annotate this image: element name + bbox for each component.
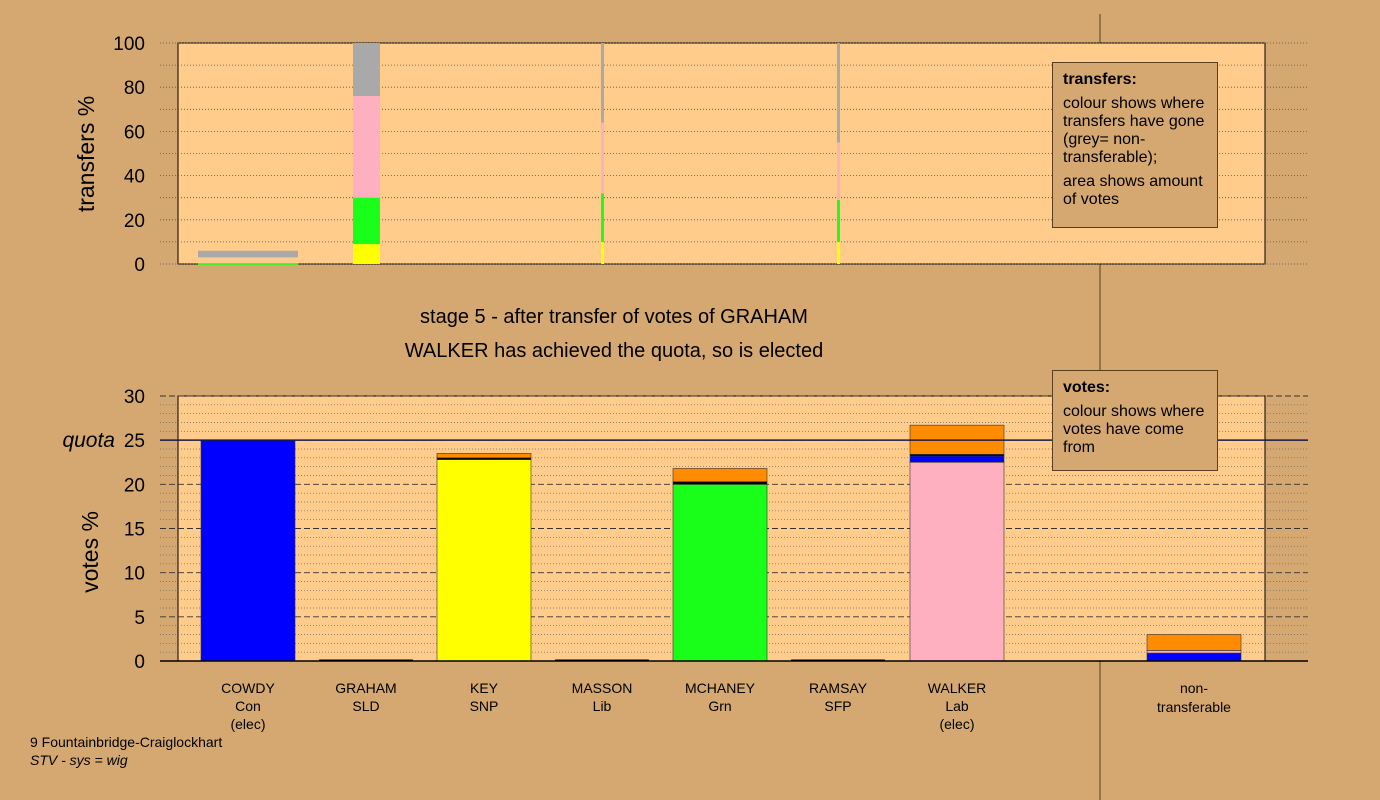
transfer-segment-ramsay-lab <box>837 142 840 200</box>
transfers-y-tick-label: 60 <box>124 122 145 143</box>
candidate-party-label: SNP <box>470 698 499 714</box>
candidate-party-label: SLD <box>352 698 379 714</box>
votes-y-tick-label: 5 <box>134 608 145 629</box>
transfer-segment-masson-nontransferable <box>601 43 604 123</box>
nontransferable-segment-sld <box>1146 634 1242 651</box>
transfers-y-tick-label: 0 <box>134 255 145 276</box>
vote-segment-cowdy-con <box>200 439 296 662</box>
votes-legend-text: colour shows where votes have come from <box>1063 403 1205 456</box>
transfers-y-tick-label: 40 <box>124 167 145 188</box>
votes-y-tick-label: 0 <box>134 652 145 673</box>
transfer-segment-graham-lab <box>353 96 380 198</box>
transfer-segment-cowdy-nontransferable <box>198 250 298 258</box>
transfers-y-tick-label: 80 <box>124 78 145 99</box>
transfer-segment-ramsay-snp <box>837 241 840 264</box>
candidate-party-label: Lib <box>593 698 612 714</box>
candidate-party-label: Grn <box>708 698 731 714</box>
transfer-segment-graham-nontransferable <box>353 43 380 97</box>
transfers-y-tick-label: 20 <box>124 211 145 232</box>
vote-segment-mchaney-sld <box>672 468 768 482</box>
vote-segment-mchaney-sfp <box>672 481 768 485</box>
candidate-name-label: COWDY <box>221 680 275 696</box>
candidate-party-label: SFP <box>824 698 851 714</box>
candidate-name-label: KEY <box>470 680 499 696</box>
vote-segment-walker-con <box>909 455 1005 463</box>
candidate-name-label: WALKER <box>928 680 987 696</box>
transfer-segment-masson-snp <box>601 241 604 264</box>
stage-title: stage 5 - after transfer of votes of GRA… <box>420 306 808 328</box>
candidate-name-label: MASSON <box>572 680 633 696</box>
vote-segment-key-snp <box>436 459 532 662</box>
votes-legend: votes: colour shows where votes have com… <box>1052 370 1218 471</box>
votes-y-tick-label: 25 <box>124 431 145 452</box>
transfers-y-axis-label: transfers % <box>73 96 99 212</box>
candidate-name-label: RAMSAY <box>809 680 868 696</box>
transfers-legend: transfers: colour shows where transfers … <box>1052 62 1218 228</box>
nontransferable-segment-con <box>1146 652 1242 662</box>
vote-segment-walker-lab <box>909 461 1005 662</box>
transfers-legend-text-1: colour shows where transfers have gone (… <box>1063 95 1205 166</box>
nontransferable-label: transferable <box>1157 699 1231 715</box>
votes-y-axis-label: votes % <box>77 511 103 593</box>
transfer-segment-graham-grn <box>353 197 380 245</box>
votes-y-tick-label: 20 <box>124 475 145 496</box>
transfer-segment-ramsay-nontransferable <box>837 43 840 143</box>
candidate-name-label: GRAHAM <box>335 680 396 696</box>
candidate-name-label: MCHANEY <box>685 680 756 696</box>
transfers-legend-title: transfers: <box>1063 71 1137 88</box>
transfers-legend-text-2: area shows amount of votes <box>1063 173 1203 208</box>
candidate-party-label: Lab <box>945 698 969 714</box>
candidate-party-label: Con <box>235 698 261 714</box>
nontransferable-segment-lab <box>1146 650 1242 654</box>
votes-y-tick-label: 10 <box>124 564 145 585</box>
vote-segment-key-sld <box>436 453 532 459</box>
votes-legend-title: votes: <box>1063 379 1111 396</box>
transfers-y-tick-label: 100 <box>113 34 145 55</box>
candidate-elected-label: (elec) <box>939 716 974 732</box>
candidate-elected-label: (elec) <box>230 716 265 732</box>
quota-label: quota <box>62 429 115 452</box>
transfer-segment-masson-lab <box>601 122 604 194</box>
votes-y-tick-label: 30 <box>124 387 145 408</box>
transfer-segment-masson-grn <box>601 193 604 242</box>
vote-segment-mchaney-grn <box>672 484 768 662</box>
voting-system: STV - sys = wig <box>30 752 128 768</box>
votes-y-tick-label: 15 <box>124 520 145 541</box>
transfer-segment-graham-snp <box>353 244 380 264</box>
nontransferable-label: non- <box>1180 680 1208 696</box>
stage-note: WALKER has achieved the quota, so is ele… <box>405 340 823 362</box>
transfer-segment-ramsay-grn <box>837 199 840 242</box>
ward-name: 9 Fountainbridge-Craiglockhart <box>30 734 223 750</box>
